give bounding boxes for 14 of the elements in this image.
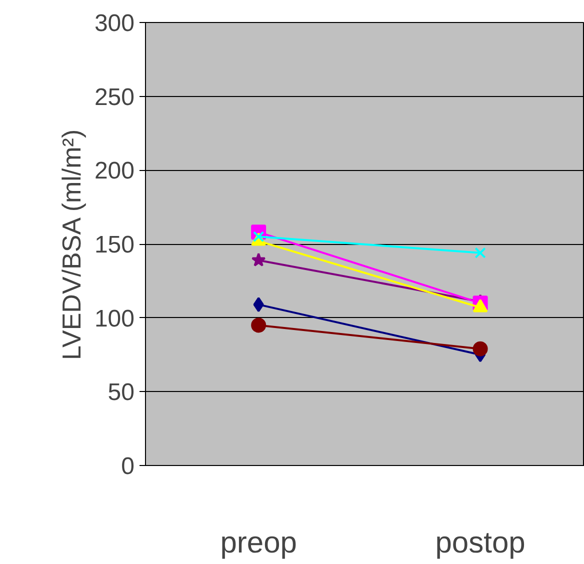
y-tick-label: 100 [94, 305, 135, 332]
y-tick-label: 200 [94, 158, 135, 185]
y-axis-title: LVEDV/BSA (ml/m²) [56, 129, 86, 360]
point [472, 341, 488, 356]
x-tick-label: preop [220, 526, 297, 560]
y-tick-label: 50 [108, 379, 135, 406]
y-tick-label: 150 [94, 232, 135, 258]
y-tick-label: 250 [94, 84, 135, 111]
y-tick-label: 300 [94, 10, 135, 37]
point [251, 252, 266, 266]
y-tick-label: 0 [121, 453, 135, 480]
x-tick-label: postop [435, 526, 526, 560]
point [251, 318, 266, 333]
point [474, 247, 486, 258]
